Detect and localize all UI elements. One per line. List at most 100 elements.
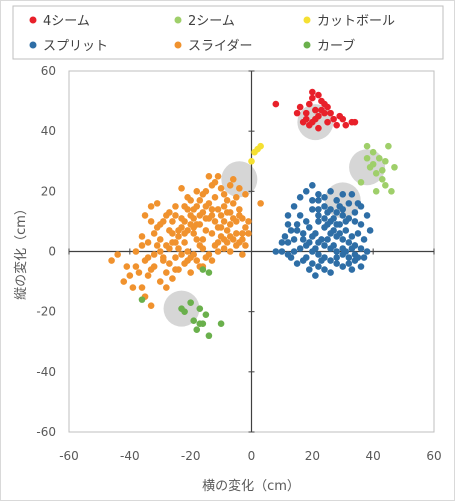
data-point: [135, 269, 143, 276]
data-point: [278, 239, 286, 246]
data-point: [123, 263, 131, 270]
data-point: [385, 142, 392, 150]
data-point: [169, 275, 176, 282]
data-point: [278, 248, 286, 255]
data-point: [190, 230, 198, 237]
data-point: [226, 182, 234, 189]
data-point: [202, 254, 210, 261]
data-point: [333, 221, 340, 228]
data-point: [299, 118, 307, 126]
data-point: [290, 203, 298, 210]
data-point: [217, 320, 225, 328]
x-axis-title: 横の変化（cm）: [202, 478, 300, 494]
data-point: [199, 191, 207, 198]
data-point: [302, 109, 310, 117]
legend-label-5: カーブ: [317, 38, 355, 54]
data-point: [318, 106, 325, 114]
data-point: [229, 215, 237, 222]
data-point: [150, 251, 158, 258]
data-point: [193, 257, 201, 264]
data-point: [351, 209, 359, 216]
data-point: [178, 215, 185, 222]
data-point: [193, 236, 201, 243]
data-point: [312, 272, 319, 279]
data-point: [254, 145, 261, 153]
data-point: [281, 233, 289, 240]
data-point: [339, 236, 347, 243]
data-point: [299, 257, 307, 264]
data-points: [108, 88, 398, 340]
data-point: [220, 218, 228, 225]
series-5-points: [138, 266, 225, 340]
data-point: [190, 224, 198, 231]
data-point: [293, 227, 301, 234]
data-point: [166, 227, 173, 234]
legend-box: [12, 5, 444, 60]
x-tick-label: 60: [426, 449, 441, 463]
data-point: [321, 266, 328, 273]
data-point: [190, 215, 198, 222]
data-point: [309, 118, 316, 126]
legend-marker-1: [174, 16, 182, 24]
data-point: [217, 185, 225, 192]
data-point: [357, 221, 365, 228]
data-point: [309, 88, 316, 96]
data-point: [324, 209, 331, 216]
data-point: [181, 308, 188, 315]
data-point: [190, 251, 198, 258]
data-point: [296, 245, 304, 252]
data-point: [318, 236, 325, 243]
data-point: [147, 302, 155, 309]
data-point: [272, 248, 280, 255]
legend-marker-2: [303, 16, 311, 24]
data-point: [357, 263, 365, 270]
data-point: [305, 100, 313, 108]
data-point: [193, 326, 201, 334]
data-point: [345, 239, 353, 246]
data-point: [239, 251, 246, 258]
data-point: [141, 212, 149, 219]
data-point: [342, 227, 350, 234]
data-point: [223, 227, 231, 234]
data-point: [120, 278, 128, 285]
y-axis-title: 縦の変化（cm）: [13, 202, 29, 300]
data-point: [360, 236, 368, 243]
data-point: [336, 230, 344, 237]
y-tick-label: 20: [41, 184, 56, 198]
data-point: [327, 109, 334, 117]
data-point: [114, 251, 121, 258]
data-point: [333, 248, 340, 255]
data-point: [175, 227, 182, 234]
x-tick-label: -40: [120, 449, 140, 463]
data-point: [199, 245, 207, 252]
data-point: [144, 254, 152, 261]
data-point: [315, 218, 322, 225]
data-point: [293, 109, 301, 117]
data-point: [214, 172, 222, 180]
data-point: [312, 106, 319, 114]
tick-labels: -60 -40 -20 0 20 40 60 -60 -40 -20 0 20 40 60: [36, 64, 441, 463]
data-point: [391, 163, 398, 171]
data-point: [342, 121, 350, 129]
data-point: [348, 191, 356, 198]
data-point: [150, 263, 158, 270]
data-point: [172, 254, 179, 261]
data-point: [284, 221, 292, 228]
data-point: [181, 239, 188, 246]
data-point: [147, 218, 155, 225]
data-point: [296, 212, 304, 219]
data-point: [315, 91, 322, 99]
legend-label-1: 2シーム: [188, 14, 235, 29]
data-point: [245, 230, 252, 237]
data-point: [360, 254, 368, 261]
data-point: [226, 248, 234, 255]
data-point: [333, 254, 340, 261]
data-point: [214, 239, 222, 246]
data-point: [172, 266, 179, 273]
data-point: [156, 248, 164, 255]
data-point: [132, 248, 140, 255]
data-point: [333, 197, 340, 204]
data-point: [196, 305, 204, 312]
data-point: [163, 242, 170, 249]
